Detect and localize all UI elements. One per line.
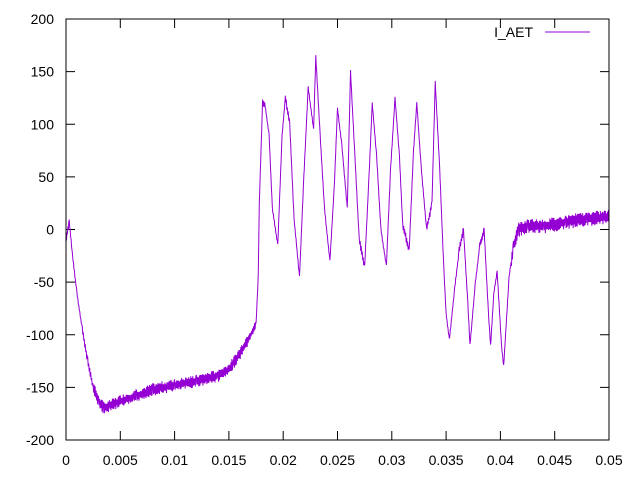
x-tick-label: 0.025 (320, 452, 355, 468)
y-tick-label: 0 (46, 222, 54, 238)
y-axis-ticks: -200 -150 -100 -50 0 50 100 150 200 (26, 11, 609, 448)
x-tick-label: 0.005 (103, 452, 138, 468)
x-tick-label: 0.015 (211, 452, 246, 468)
legend: I_AET (494, 24, 590, 40)
y-tick-label: 50 (38, 169, 54, 185)
x-tick-label: 0.03 (378, 452, 405, 468)
y-tick-label: 200 (31, 11, 55, 27)
x-tick-label: 0.01 (161, 452, 188, 468)
y-tick-label: -200 (26, 432, 54, 448)
y-tick-label: 150 (31, 64, 55, 80)
x-tick-label: 0.035 (429, 452, 464, 468)
plot-frame (65, 18, 610, 441)
legend-label-i-aet: I_AET (494, 24, 533, 40)
y-tick-label: 100 (31, 116, 55, 132)
x-axis-ticks: 0 0.005 0.01 0.015 0.02 0.025 0.03 0.035 0.04 0.0… (62, 19, 623, 468)
x-tick-label: 0.05 (595, 452, 622, 468)
y-tick-label: -50 (34, 274, 54, 290)
x-tick-label: 0.02 (270, 452, 297, 468)
x-tick-label: 0 (62, 452, 70, 468)
x-tick-label: 0.045 (537, 452, 572, 468)
y-tick-label: -100 (26, 327, 54, 343)
x-tick-label: 0.04 (487, 452, 514, 468)
series-line-i-aet (65, 55, 610, 414)
y-tick-label: -150 (26, 379, 54, 395)
